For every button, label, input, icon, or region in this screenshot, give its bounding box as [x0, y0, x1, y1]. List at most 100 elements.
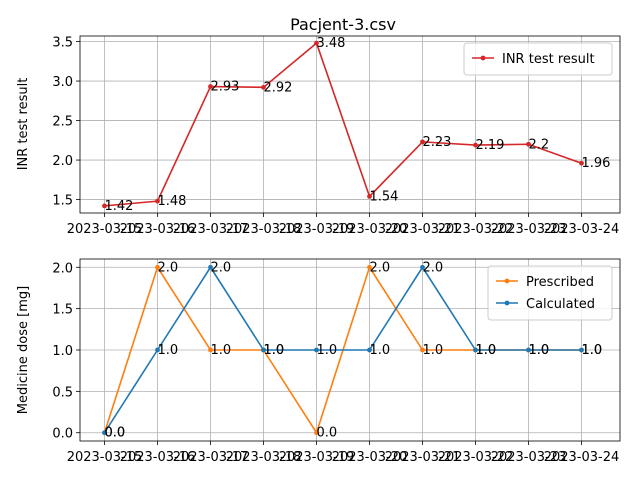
- legend-swatch-marker: [504, 278, 510, 284]
- data-point: [314, 430, 319, 436]
- x-tick-label: 2023-03-16: [120, 222, 196, 237]
- y-tick-label: 3.5: [52, 36, 73, 51]
- data-label: 1.0: [529, 343, 550, 358]
- data-label: 2.0: [211, 260, 232, 275]
- data-label: 2.93: [211, 80, 240, 95]
- legend-label: Prescribed: [526, 275, 594, 290]
- y-tick-label: 1.5: [52, 194, 73, 209]
- data-point: [261, 347, 266, 353]
- y-tick-label: 2.0: [52, 261, 73, 276]
- x-axis: 2023-03-152023-03-162023-03-172023-03-18…: [67, 441, 620, 465]
- y-axis-label: INR test result: [16, 78, 31, 171]
- data-label: 1.0: [264, 343, 285, 358]
- inr-chart: Pacjent-3.csv INR test result 1.42 1.48 2.…: [16, 15, 621, 237]
- x-tick-label: 2023-03-20: [332, 222, 408, 237]
- legend-label: INR test result: [502, 52, 595, 67]
- data-label: 2.0: [158, 260, 179, 275]
- data-point: [314, 40, 319, 46]
- x-tick-label: 2023-03-20: [332, 450, 408, 465]
- x-tick-label: 2023-03-22: [438, 450, 514, 465]
- data-label: 0.0: [317, 426, 338, 441]
- x-tick-label: 2023-03-16: [120, 450, 196, 465]
- series-layer: 1.42 1.48 2.93 2.92 3.48 1.54 2.23 2.19 2.2 1.96: [102, 36, 610, 214]
- x-tick-label: 2023-03-23: [491, 222, 567, 237]
- x-tick-label: 2023-03-18: [226, 450, 302, 465]
- data-label: 2.19: [476, 138, 505, 153]
- x-tick-label: 2023-03-17: [173, 222, 249, 237]
- data-point: [473, 347, 478, 353]
- data-point: [367, 347, 372, 353]
- y-tick-label: 2.0: [52, 154, 73, 169]
- data-point: [420, 139, 425, 145]
- y-axis: 1.5 2.0 2.5 3.0 3.5: [52, 36, 80, 209]
- data-label: 1.0: [211, 343, 232, 358]
- data-point: [526, 347, 531, 353]
- legend-box: [487, 265, 613, 321]
- legend: INR test result: [463, 42, 613, 76]
- x-tick-label: 2023-03-22: [438, 222, 514, 237]
- data-label: 3.48: [317, 36, 346, 51]
- x-tick-label: 2023-03-24: [544, 222, 620, 237]
- data-point: [367, 264, 372, 270]
- data-point: [208, 84, 213, 89]
- data-point: [367, 194, 372, 199]
- x-tick-label: 2023-03-15: [67, 222, 143, 237]
- data-label: 1.0: [476, 343, 497, 358]
- data-point: [314, 347, 319, 353]
- x-tick-label: 2023-03-24: [544, 450, 620, 465]
- x-tick-label: 2023-03-18: [226, 222, 302, 237]
- data-point: [155, 264, 160, 270]
- data-label: 0.0: [105, 426, 126, 441]
- series-layer: 0.02.01.0 1.00.02.01.0 1.0 1.0 1.00.01.02.01…: [102, 260, 603, 441]
- data-label: 1.0: [317, 343, 338, 358]
- data-point: [208, 264, 213, 270]
- data-label: 1.0: [370, 343, 391, 358]
- x-tick-label: 2023-03-21: [385, 222, 461, 237]
- plot-frame: [79, 35, 621, 214]
- x-tick-label: 2023-03-15: [67, 450, 143, 465]
- x-tick-label: 2023-03-17: [173, 450, 249, 465]
- legend-box: [463, 42, 613, 76]
- y-tick-label: 1.5: [52, 303, 73, 318]
- data-point: [420, 264, 425, 270]
- y-tick-label: 0.5: [52, 385, 73, 400]
- y-axis: 0.0 0.5 1.0 1.5 2.0: [52, 261, 80, 442]
- data-point: [420, 347, 425, 353]
- data-label: 1.0: [158, 343, 179, 358]
- y-tick-label: 1.0: [52, 344, 73, 359]
- data-label: 1.0: [582, 343, 603, 358]
- data-label: 1.42: [105, 199, 134, 214]
- data-label: 1.0: [529, 343, 550, 358]
- data-label: 1.0: [476, 343, 497, 358]
- y-tick-label: 3.0: [52, 75, 73, 90]
- data-point: [155, 347, 160, 353]
- data-label: 0.0: [105, 426, 126, 441]
- legend-swatch-marker: [480, 55, 486, 61]
- series-line: [104, 41, 582, 207]
- grid: [80, 36, 620, 213]
- data-label: 1.54: [370, 189, 399, 204]
- data-label: 2.23: [423, 135, 452, 150]
- legend: Prescribed Calculated: [487, 265, 613, 321]
- x-tick-label: 2023-03-19: [279, 222, 355, 237]
- legend-swatch-marker: [504, 300, 510, 306]
- data-point: [102, 430, 107, 436]
- y-tick-label: 0.0: [52, 427, 73, 442]
- data-label: 2.0: [370, 260, 391, 275]
- data-label: 2.2: [529, 137, 550, 152]
- data-point: [155, 198, 160, 204]
- data-point: [208, 347, 213, 353]
- chart-title: Pacjent-3.csv: [290, 15, 396, 34]
- data-label: 1.0: [264, 343, 285, 358]
- x-tick-label: 2023-03-21: [385, 450, 461, 465]
- data-label: 1.48: [158, 194, 187, 209]
- data-label: 1.0: [582, 343, 603, 358]
- data-point: [579, 160, 584, 166]
- data-label: 2.92: [264, 80, 293, 95]
- legend-label: Calculated: [526, 297, 595, 312]
- data-point: [261, 84, 266, 90]
- y-tick-label: 2.5: [52, 115, 73, 130]
- data-point: [473, 142, 478, 148]
- data-point: [102, 203, 107, 209]
